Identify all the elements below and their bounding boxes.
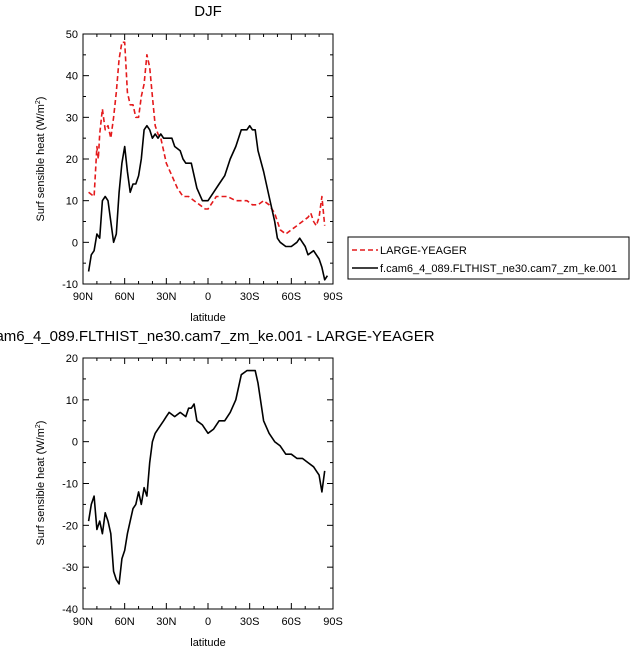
- y-axis-label-close: ): [35, 97, 47, 101]
- series-line-large-yeager: [88, 41, 326, 235]
- y-tick-label: -10: [62, 479, 78, 491]
- y-axis-label-main: Surf sensible heat (W/m: [35, 104, 47, 221]
- x-tick-label: 30N: [156, 616, 176, 628]
- y-tick-label: -10: [62, 279, 78, 291]
- y-tick-label: 10: [66, 395, 78, 407]
- legend-box: [347, 236, 630, 280]
- x-tick-label: 60S: [282, 616, 302, 628]
- x-axis-label: latitude: [190, 637, 225, 649]
- y-axis-label: Surf sensible heat (W/m2): [35, 97, 47, 222]
- axis-ticks: [82, 33, 334, 285]
- axis-ticks: [82, 357, 334, 610]
- chart-panel-top: DJF 90N 60N 30N 0 30S 60S 90S -10 0 10 20 30 40 50 l…: [35, 3, 630, 324]
- series-layer: [87, 369, 326, 585]
- y-tick-label: 20: [66, 353, 78, 365]
- x-tick-label: 0: [205, 291, 211, 303]
- y-axis-label-main: Surf sensible heat (W/m: [35, 428, 47, 545]
- x-tick-labels: 90N 60N 30N 0 30S 60S 90S: [73, 291, 343, 303]
- legend-label-cam6: f.cam6_4_089.FLTHIST_ne30.cam7_zm_ke.001: [380, 263, 617, 275]
- y-axis-label-superscript: 2: [35, 424, 42, 428]
- plot-frame: [82, 33, 334, 285]
- x-tick-label: 90S: [323, 291, 343, 303]
- x-tick-label: 60S: [282, 291, 302, 303]
- y-tick-label: -40: [62, 604, 78, 616]
- y-tick-labels: -10 0 10 20 30 40 50: [62, 29, 78, 291]
- x-tick-label: 60N: [115, 291, 135, 303]
- x-axis-label: latitude: [190, 312, 225, 324]
- y-tick-labels: -40 -30 -20 -10 0 10 20: [62, 353, 78, 616]
- series-layer: [87, 41, 329, 281]
- legend-label-large-yeager: LARGE-YEAGER: [380, 245, 467, 257]
- x-tick-label: 90S: [323, 616, 343, 628]
- y-tick-label: 20: [66, 154, 78, 166]
- x-tick-label: 0: [205, 616, 211, 628]
- series-line-f-cam6-4-089-flthist-ne3: [87, 124, 329, 281]
- x-tick-label: 90N: [73, 291, 93, 303]
- x-tick-label: 30N: [156, 291, 176, 303]
- y-tick-label: 0: [72, 237, 78, 249]
- y-axis-label: Surf sensible heat (W/m2): [35, 421, 47, 546]
- y-tick-label: 10: [66, 196, 78, 208]
- x-tick-label: 60N: [115, 616, 135, 628]
- chart-panel-bottom: am6_4_089.FLTHIST_ne30.cam7_zm_ke.001 - …: [0, 328, 435, 649]
- y-tick-label: 0: [72, 437, 78, 449]
- chart-title: am6_4_089.FLTHIST_ne30.cam7_zm_ke.001 - …: [0, 328, 435, 345]
- y-tick-label: 30: [66, 112, 78, 124]
- legend: LARGE-YEAGER f.cam6_4_089.FLTHIST_ne30.c…: [347, 236, 630, 280]
- y-axis-label-superscript: 2: [35, 100, 42, 104]
- x-tick-label: 90N: [73, 616, 93, 628]
- x-tick-labels: 90N 60N 30N 0 30S 60S 90S: [73, 616, 343, 628]
- y-axis-label-close: ): [35, 421, 47, 425]
- y-tick-label: -30: [62, 562, 78, 574]
- y-tick-label: -20: [62, 520, 78, 532]
- y-tick-label: 40: [66, 71, 78, 83]
- series-line-difference: [87, 369, 326, 585]
- x-tick-label: 30S: [240, 291, 260, 303]
- y-tick-label: 50: [66, 29, 78, 41]
- x-tick-label: 30S: [240, 616, 260, 628]
- chart-title: DJF: [194, 3, 222, 20]
